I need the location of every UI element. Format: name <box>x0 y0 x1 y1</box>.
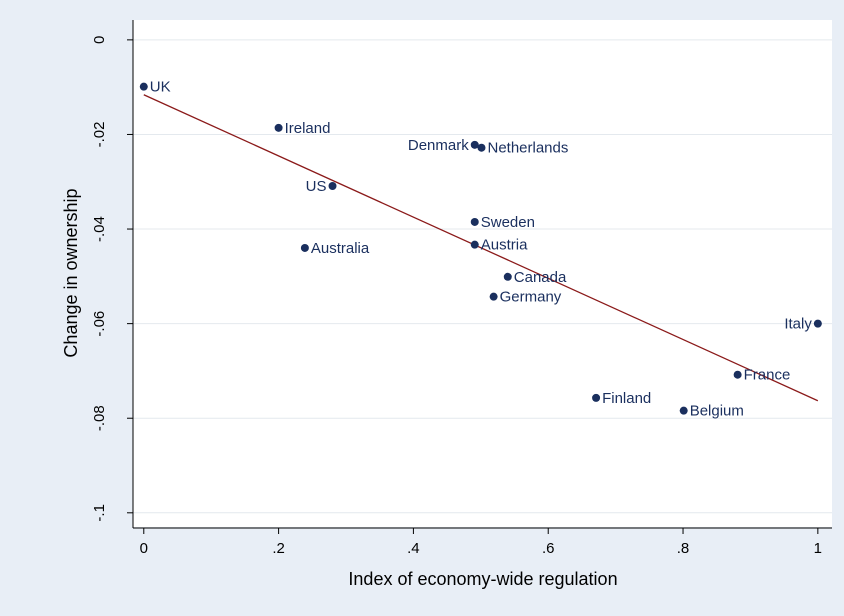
x-axis-title: Index of economy-wide regulation <box>348 569 617 589</box>
point-label: Finland <box>602 390 651 407</box>
point <box>489 292 498 301</box>
point-label: Sweden <box>481 214 535 231</box>
point <box>470 217 479 226</box>
point-label: Germany <box>500 289 562 306</box>
y-axis-title: Change in ownership <box>61 188 81 357</box>
x-tick-label: 1 <box>814 540 822 557</box>
point-label: Austria <box>481 237 528 254</box>
x-tick-label: .8 <box>677 540 690 557</box>
point <box>592 393 601 402</box>
y-tick-label: -.02 <box>91 122 108 148</box>
plot-area <box>133 20 832 527</box>
point-label: France <box>744 367 791 384</box>
point <box>470 240 479 249</box>
x-tick-label: .4 <box>407 540 420 557</box>
point <box>503 272 512 281</box>
point <box>813 319 822 328</box>
x-tick-label: .6 <box>542 540 555 557</box>
point-label: Ireland <box>285 120 331 137</box>
y-tick-label: -.08 <box>91 405 108 431</box>
point <box>477 143 486 152</box>
point <box>328 182 337 191</box>
point-label: Canada <box>514 269 567 286</box>
point-label: Australia <box>311 240 370 257</box>
x-tick-label: 0 <box>140 540 148 557</box>
point-label: Denmark <box>408 137 469 154</box>
point-label: US <box>306 178 327 195</box>
fit-line <box>143 94 819 402</box>
point-label: UK <box>150 79 171 96</box>
point <box>139 82 148 91</box>
y-tick-label: 0 <box>91 36 108 44</box>
point-label: Italy <box>784 316 812 333</box>
y-tick-label: -.04 <box>91 216 108 242</box>
point <box>733 370 742 379</box>
x-tick-label: .2 <box>272 540 285 557</box>
point-label: Netherlands <box>487 140 568 157</box>
point <box>274 123 283 132</box>
y-tick-label: -.06 <box>91 311 108 337</box>
point <box>470 140 479 149</box>
point <box>679 406 688 415</box>
point <box>300 243 309 252</box>
point-label: Belgium <box>690 403 744 420</box>
y-tick-label: -.1 <box>91 504 108 522</box>
